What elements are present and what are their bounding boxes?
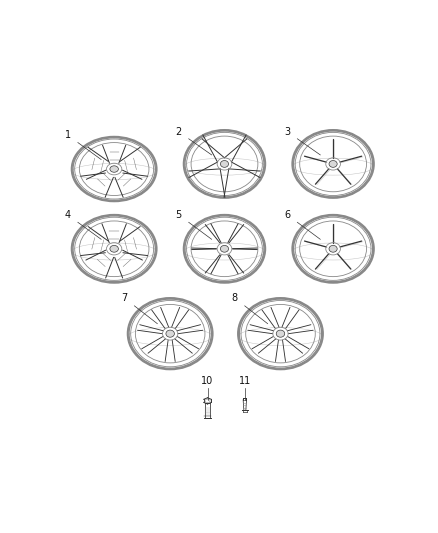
Ellipse shape <box>110 245 118 252</box>
Ellipse shape <box>220 160 229 167</box>
Text: 11: 11 <box>239 376 251 386</box>
Text: 5: 5 <box>176 210 182 220</box>
Ellipse shape <box>110 166 118 172</box>
Ellipse shape <box>329 245 337 252</box>
Text: 4: 4 <box>64 210 71 220</box>
Text: 2: 2 <box>176 127 182 136</box>
Ellipse shape <box>276 330 285 337</box>
Text: 6: 6 <box>284 210 290 220</box>
Text: 8: 8 <box>232 293 238 303</box>
Text: 1: 1 <box>64 130 71 140</box>
Ellipse shape <box>329 160 337 167</box>
Ellipse shape <box>166 330 174 337</box>
Text: 3: 3 <box>284 127 290 136</box>
Ellipse shape <box>220 245 229 252</box>
Text: 7: 7 <box>121 293 127 303</box>
Text: 10: 10 <box>201 376 214 386</box>
